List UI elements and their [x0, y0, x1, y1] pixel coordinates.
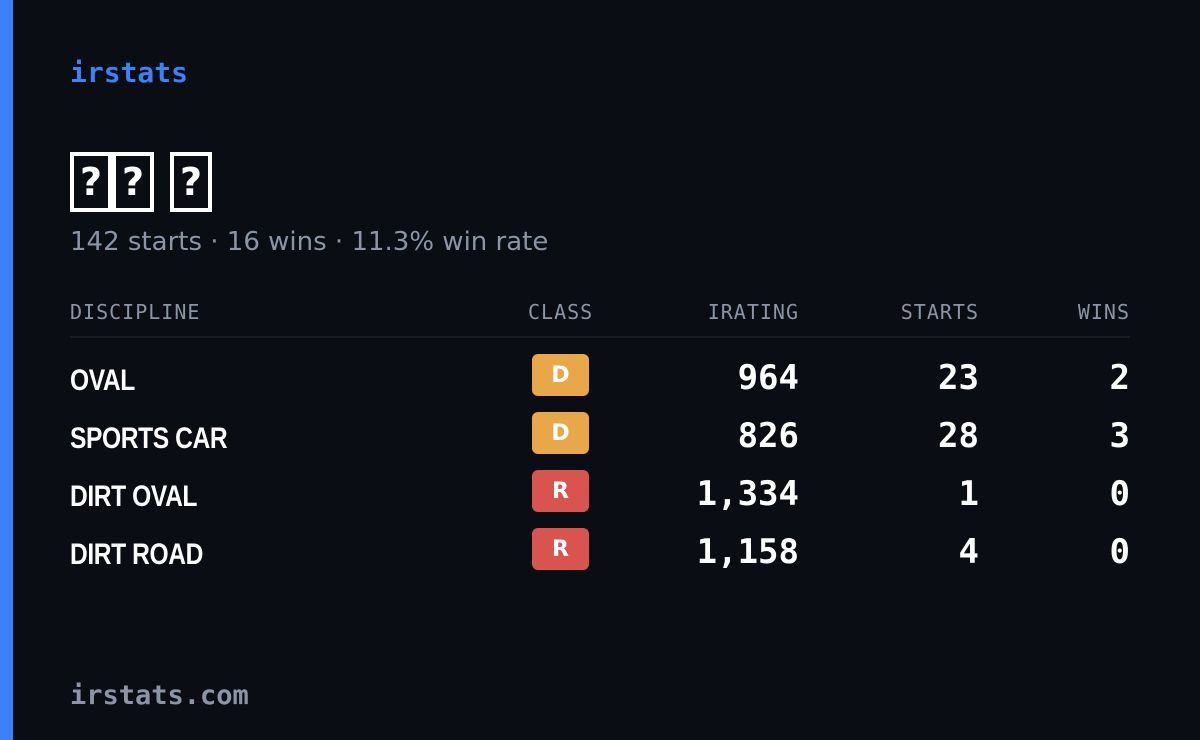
table-row: OVAL D 964 23 2: [70, 354, 1130, 402]
table-row: DIRT ROAD R 1,158 4 0: [70, 528, 1130, 576]
header-irating: IRATING: [707, 300, 799, 324]
brand-logo-text: irstats: [70, 56, 189, 89]
class-badge: R: [532, 528, 589, 570]
name-glyph: ?: [170, 152, 212, 212]
discipline-name: OVAL: [70, 364, 135, 397]
table-row: DIRT OVAL R 1,334 1 0: [70, 470, 1130, 518]
starts-value: 23: [938, 358, 979, 398]
wins-value: 3: [1109, 416, 1130, 456]
footer-url: irstats.com: [70, 680, 249, 711]
starts-value: 28: [938, 416, 979, 456]
irating-value: 1,158: [696, 532, 799, 572]
wins-value: 2: [1109, 358, 1130, 398]
driver-summary: 142 starts · 16 wins · 11.3% win rate: [70, 227, 549, 257]
header-wins: WINS: [1077, 300, 1130, 324]
table-row: SPORTS CAR D 826 28 3: [70, 412, 1130, 460]
header-discipline: DISCIPLINE: [70, 300, 201, 324]
irating-value: 964: [737, 358, 799, 398]
wins-value: 0: [1109, 532, 1130, 572]
name-glyph: ?: [112, 152, 154, 212]
starts-value: 4: [958, 532, 979, 572]
discipline-name: DIRT ROAD: [70, 538, 203, 571]
name-glyph: ?: [70, 152, 112, 212]
discipline-name: SPORTS CAR: [70, 422, 228, 455]
starts-value: 1: [958, 474, 979, 514]
class-badge: R: [532, 470, 589, 512]
wins-value: 0: [1109, 474, 1130, 514]
irating-value: 1,334: [696, 474, 799, 514]
header-class: CLASS: [528, 300, 594, 324]
table-header: DISCIPLINE CLASS IRATING STARTS WINS: [70, 300, 1130, 338]
discipline-name: DIRT OVAL: [70, 480, 198, 513]
class-badge: D: [532, 354, 589, 396]
class-badge: D: [532, 412, 589, 454]
header-starts: STARTS: [900, 300, 979, 324]
accent-bar: [0, 0, 13, 740]
irating-value: 826: [737, 416, 799, 456]
driver-name: ? ? ?: [70, 150, 212, 212]
